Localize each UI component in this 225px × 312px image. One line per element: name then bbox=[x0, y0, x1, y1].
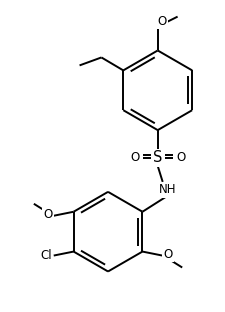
Text: O: O bbox=[163, 248, 172, 261]
Text: O: O bbox=[130, 152, 139, 164]
Text: O: O bbox=[43, 208, 52, 221]
Text: NH: NH bbox=[158, 183, 176, 196]
Text: Cl: Cl bbox=[40, 249, 51, 262]
Text: O: O bbox=[156, 15, 166, 28]
Text: O: O bbox=[175, 152, 184, 164]
Text: S: S bbox=[152, 150, 162, 165]
